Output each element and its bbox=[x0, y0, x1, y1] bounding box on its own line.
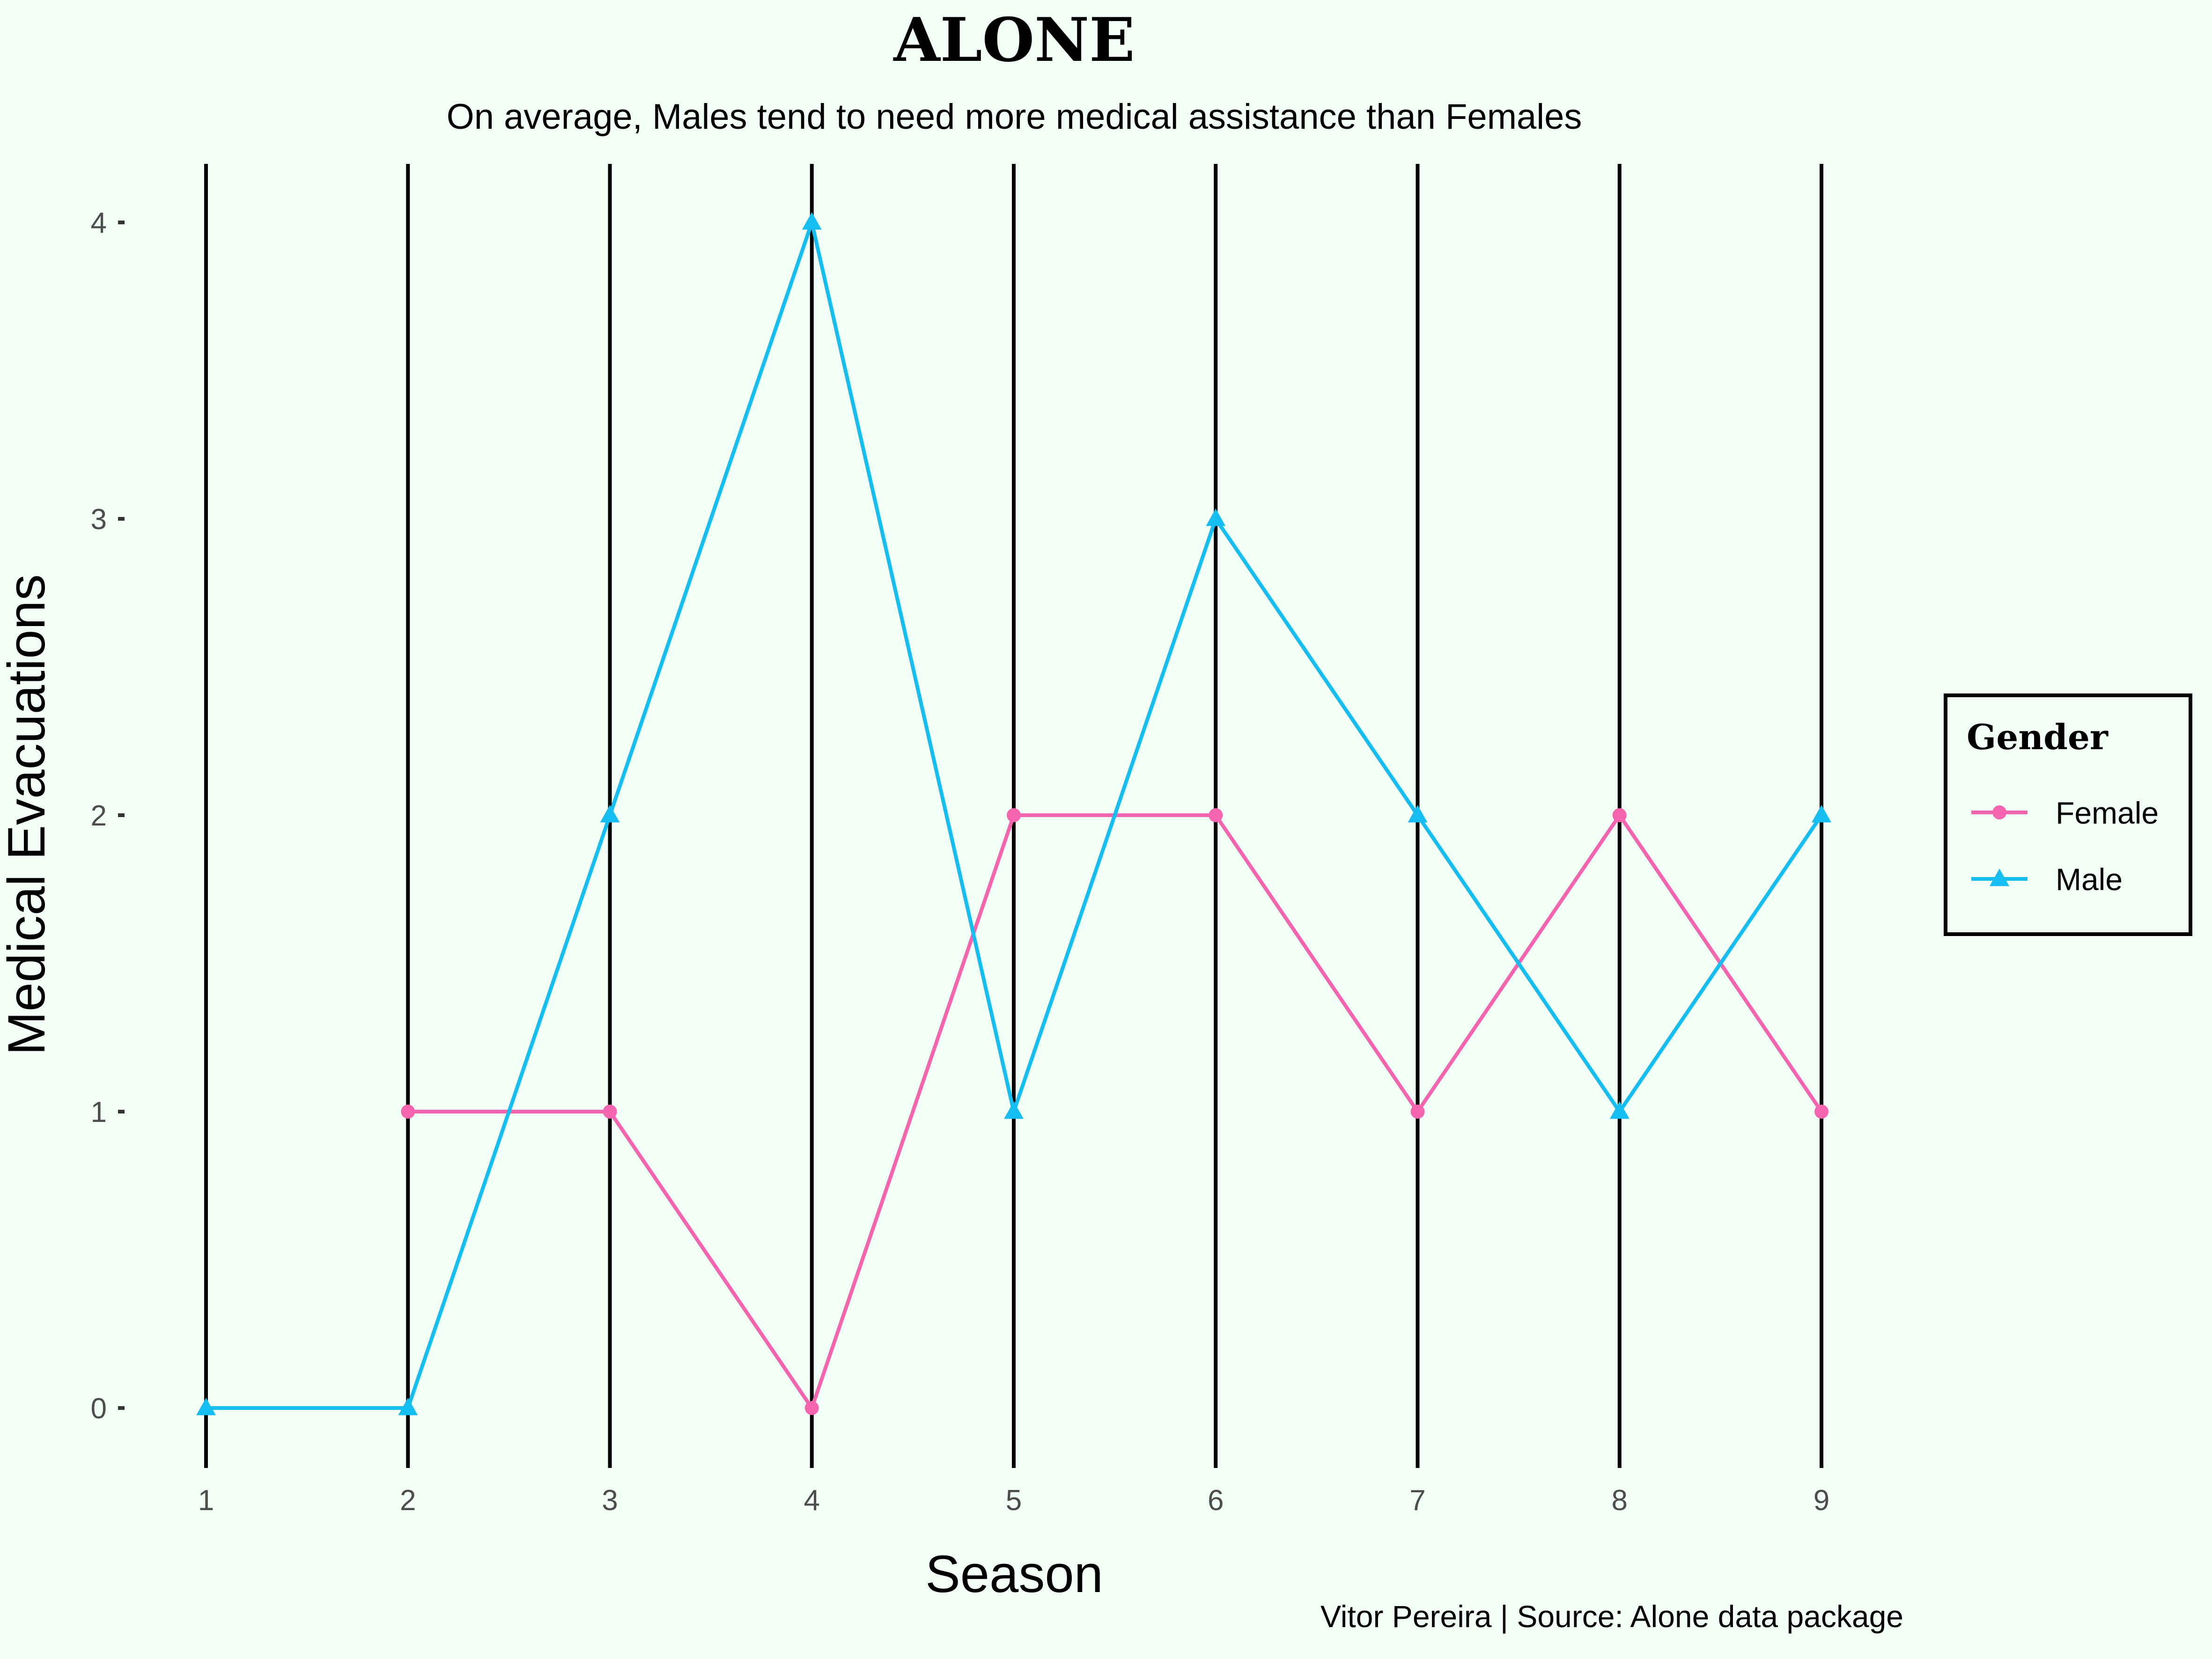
data-point-female bbox=[603, 1105, 617, 1119]
chart-title: ALONE bbox=[893, 5, 1135, 75]
y-tick-label: 1 bbox=[91, 1096, 107, 1128]
data-point-male bbox=[1609, 1101, 1630, 1119]
y-tick-label: 3 bbox=[91, 503, 107, 536]
data-point-female bbox=[804, 1401, 819, 1415]
legend-item-female: Female bbox=[1971, 796, 2159, 830]
data-point-male bbox=[196, 1398, 216, 1416]
data-point-female bbox=[1209, 808, 1223, 822]
data-point-male bbox=[398, 1398, 418, 1416]
legend-box bbox=[1944, 693, 2192, 936]
data-point-male bbox=[1408, 805, 1428, 823]
data-point-female bbox=[1007, 808, 1021, 822]
data-point-female bbox=[1814, 1105, 1829, 1119]
data-point-male bbox=[1004, 1101, 1024, 1119]
data-point-female bbox=[1612, 808, 1627, 822]
series-male bbox=[196, 212, 1831, 1416]
legend-swatch-marker bbox=[1990, 869, 2009, 886]
data-point-male bbox=[1812, 805, 1831, 823]
y-tick-label: 0 bbox=[91, 1393, 107, 1425]
x-tick-label: 8 bbox=[1612, 1484, 1628, 1517]
x-tick-label: 3 bbox=[602, 1484, 618, 1517]
series-layer bbox=[196, 212, 1831, 1416]
legend: Gender Female Male bbox=[1944, 693, 2192, 936]
x-axis-label: Season bbox=[925, 1545, 1103, 1603]
data-point-female bbox=[1410, 1105, 1425, 1119]
data-point-male bbox=[600, 805, 620, 823]
x-tick-label: 4 bbox=[804, 1484, 820, 1517]
y-axis-label: Medical Evacuations bbox=[0, 574, 56, 1055]
y-axis: 0 1 2 3 4 bbox=[91, 207, 125, 1425]
legend-label: Male bbox=[2056, 862, 2123, 897]
y-tick-label: 2 bbox=[91, 800, 107, 832]
y-tick-label: 4 bbox=[91, 207, 107, 239]
data-point-female bbox=[401, 1105, 415, 1119]
legend-title: Gender bbox=[1967, 717, 2109, 758]
legend-swatch-marker bbox=[1992, 805, 2006, 819]
legend-item-male: Male bbox=[1971, 862, 2123, 897]
x-tick-label: 1 bbox=[198, 1484, 214, 1517]
x-tick-label: 5 bbox=[1006, 1484, 1022, 1517]
caption: Vitor Pereira | Source: Alone data packa… bbox=[1320, 1599, 1903, 1634]
chart-subtitle: On average, Males tend to need more medi… bbox=[447, 97, 1582, 137]
data-point-male bbox=[802, 212, 822, 230]
x-tick-label: 2 bbox=[400, 1484, 416, 1517]
x-axis: 1 2 3 4 5 6 7 8 9 bbox=[198, 1484, 1829, 1517]
legend-label: Female bbox=[2056, 796, 2159, 830]
x-tick-label: 7 bbox=[1409, 1484, 1425, 1517]
legend-items: Female Male bbox=[1971, 796, 2159, 897]
data-point-male bbox=[1206, 509, 1226, 526]
x-tick-label: 9 bbox=[1814, 1484, 1829, 1517]
x-tick-label: 6 bbox=[1208, 1484, 1224, 1517]
